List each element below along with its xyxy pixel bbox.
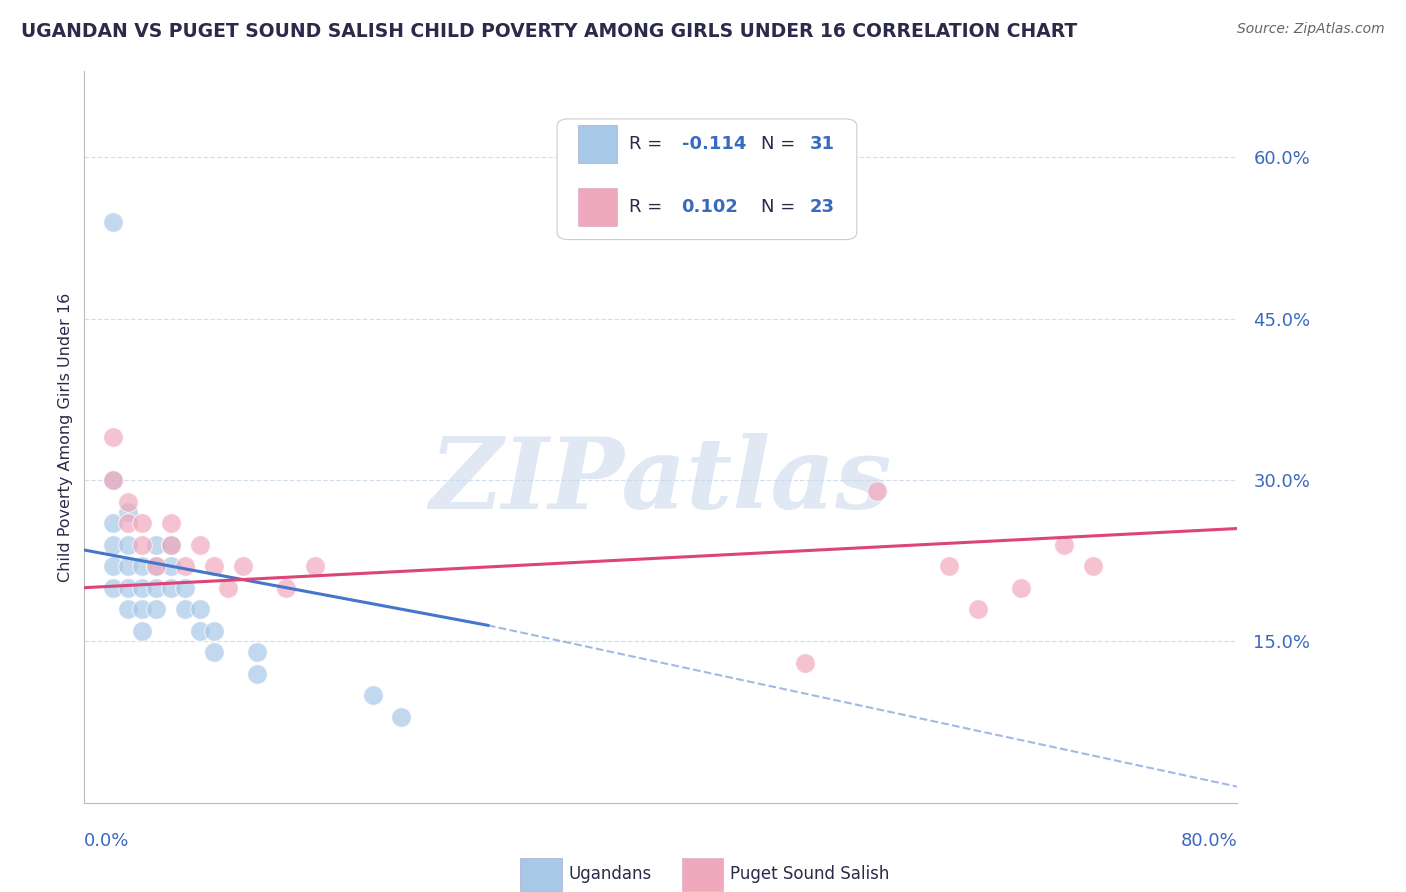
Point [160, 538, 183, 552]
Point [117, 516, 139, 530]
Point [188, 538, 211, 552]
Point [160, 516, 183, 530]
FancyBboxPatch shape [557, 119, 856, 240]
Point [202, 624, 225, 638]
Text: 80.0%: 80.0% [1181, 832, 1237, 850]
Point [103, 215, 124, 229]
Point [103, 538, 124, 552]
Point [131, 538, 153, 552]
Point [794, 656, 817, 670]
Point [131, 516, 153, 530]
Text: Source: ZipAtlas.com: Source: ZipAtlas.com [1237, 22, 1385, 37]
Point [131, 602, 153, 616]
Point [276, 581, 298, 595]
Point [174, 559, 197, 574]
Point [202, 645, 225, 659]
Point [103, 559, 124, 574]
Point [117, 602, 139, 616]
Point [174, 602, 197, 616]
Point [103, 473, 124, 487]
Point [188, 624, 211, 638]
Point [117, 559, 139, 574]
Text: 23: 23 [810, 198, 835, 217]
Point [967, 602, 990, 616]
Text: 31: 31 [810, 135, 835, 153]
Point [103, 516, 124, 530]
Point [1010, 581, 1032, 595]
Point [131, 581, 153, 595]
Point [131, 559, 153, 574]
Point [246, 645, 269, 659]
Text: Puget Sound Salish: Puget Sound Salish [730, 865, 890, 883]
Point [117, 494, 139, 508]
Text: R =: R = [628, 135, 668, 153]
Point [1053, 538, 1076, 552]
Point [246, 666, 269, 681]
Point [304, 559, 326, 574]
FancyBboxPatch shape [578, 188, 617, 227]
FancyBboxPatch shape [578, 125, 617, 163]
Point [202, 559, 225, 574]
Point [361, 688, 384, 702]
Point [145, 559, 167, 574]
Point [103, 581, 124, 595]
Point [160, 559, 183, 574]
Text: N =: N = [761, 135, 801, 153]
Point [145, 602, 167, 616]
Text: ZIPatlas: ZIPatlas [430, 433, 891, 529]
Text: UGANDAN VS PUGET SOUND SALISH CHILD POVERTY AMONG GIRLS UNDER 16 CORRELATION CHA: UGANDAN VS PUGET SOUND SALISH CHILD POVE… [21, 22, 1077, 41]
Point [866, 483, 889, 498]
Point [218, 581, 240, 595]
Text: 0.0%: 0.0% [84, 832, 129, 850]
Point [232, 559, 254, 574]
Point [117, 581, 139, 595]
Point [145, 559, 167, 574]
Point [160, 581, 183, 595]
Point [103, 473, 124, 487]
FancyBboxPatch shape [682, 858, 723, 890]
Point [160, 538, 183, 552]
Text: Ugandans: Ugandans [568, 865, 652, 883]
Point [938, 559, 960, 574]
Point [391, 710, 413, 724]
Point [103, 430, 124, 444]
Y-axis label: Child Poverty Among Girls Under 16: Child Poverty Among Girls Under 16 [58, 293, 73, 582]
Point [117, 538, 139, 552]
Point [174, 581, 197, 595]
Point [145, 538, 167, 552]
Text: R =: R = [628, 198, 673, 217]
Text: -0.114: -0.114 [682, 135, 747, 153]
Point [117, 505, 139, 519]
Point [188, 602, 211, 616]
Point [1083, 559, 1105, 574]
Text: N =: N = [761, 198, 801, 217]
Text: 0.102: 0.102 [682, 198, 738, 217]
Point [131, 624, 153, 638]
FancyBboxPatch shape [520, 858, 561, 890]
Point [145, 581, 167, 595]
